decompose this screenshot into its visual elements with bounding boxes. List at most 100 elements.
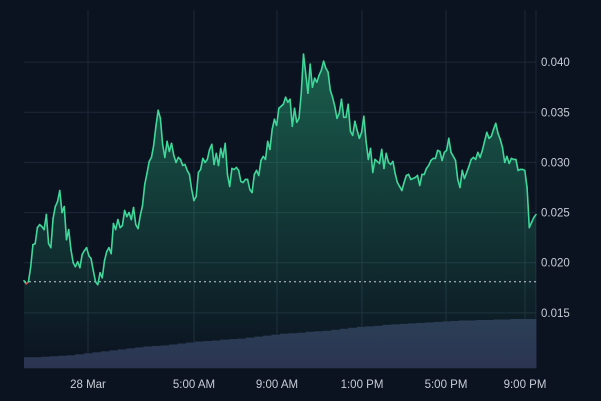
price-segment xyxy=(454,159,459,181)
price-segment xyxy=(481,140,486,152)
price-segment xyxy=(139,204,144,217)
price-segment xyxy=(474,151,479,161)
price-segment xyxy=(159,117,164,146)
price-segment xyxy=(206,148,211,161)
price-segment xyxy=(358,131,363,140)
x-tick-label: 5:00 PM xyxy=(425,379,468,391)
price-segment xyxy=(506,155,510,165)
price-segment xyxy=(79,253,83,269)
y-tick-label: 0.040 xyxy=(541,57,570,69)
y-tick-label: 0.025 xyxy=(541,208,570,220)
price-segment xyxy=(298,92,303,120)
x-tick-label: 9:00 PM xyxy=(504,379,547,391)
price-segment xyxy=(340,98,345,119)
price-segment xyxy=(423,167,428,176)
price-segment xyxy=(166,140,171,153)
price-segment xyxy=(461,169,466,180)
price-segment xyxy=(434,149,439,160)
price-segment xyxy=(441,151,446,162)
price-segment xyxy=(309,63,314,89)
price-segment xyxy=(336,112,341,120)
price-segment xyxy=(300,53,305,95)
price-segment xyxy=(497,132,502,141)
price-segment xyxy=(246,178,251,191)
price-segment xyxy=(121,209,126,227)
price-segment xyxy=(141,183,146,207)
price-segment xyxy=(114,218,119,231)
price-segment xyxy=(224,142,229,176)
price-segment xyxy=(363,115,367,143)
price-segment xyxy=(271,118,276,131)
price-segment xyxy=(403,174,408,184)
price-segment xyxy=(380,148,385,170)
price-segment xyxy=(333,105,338,120)
price-segment xyxy=(173,154,177,164)
price-segment xyxy=(155,109,159,128)
x-tick-label: 9:00 AM xyxy=(256,379,298,391)
y-tick-label: 0.015 xyxy=(541,308,570,320)
price-segment xyxy=(257,159,262,177)
price-segment xyxy=(354,120,358,132)
price-segment xyxy=(199,157,204,171)
price-segment xyxy=(251,173,256,194)
price-segment xyxy=(329,89,334,99)
x-tick-label: 5:00 AM xyxy=(173,379,215,391)
price-segment xyxy=(282,96,287,106)
price-segment xyxy=(318,69,323,76)
price-segment xyxy=(515,158,519,172)
price-segment xyxy=(311,77,316,89)
price-segment xyxy=(494,122,499,135)
price-segment xyxy=(27,265,32,283)
price-segment xyxy=(85,246,90,257)
price-segment xyxy=(289,98,294,128)
price-segment xyxy=(316,74,320,83)
price-segment xyxy=(394,172,399,184)
price-segment xyxy=(407,173,412,181)
price-segment xyxy=(96,271,101,286)
price-segment xyxy=(392,160,396,175)
price-segment xyxy=(418,173,423,187)
price-segment xyxy=(385,152,390,164)
price-segment xyxy=(524,169,528,189)
price-segment xyxy=(351,120,356,137)
price-segment xyxy=(307,63,311,95)
price-segment xyxy=(447,137,452,154)
price-segment xyxy=(490,128,495,138)
price-segment xyxy=(369,147,374,174)
price-segment xyxy=(501,146,506,164)
price-segment xyxy=(67,228,72,251)
price-segment xyxy=(356,129,361,140)
price-segment xyxy=(152,125,157,147)
price-segment xyxy=(146,160,151,175)
y-axis: 0.040 0.035 0.030 0.025 0.020 0.015 xyxy=(541,57,570,320)
price-segment xyxy=(110,222,115,255)
price-segment xyxy=(170,142,175,157)
price-segment xyxy=(137,214,142,230)
price-segment xyxy=(29,243,34,268)
price-segment xyxy=(383,152,388,170)
price-area xyxy=(24,54,536,369)
price-segment xyxy=(479,149,484,159)
price-segment xyxy=(123,209,128,218)
price-segment xyxy=(530,216,535,224)
price-segment xyxy=(211,143,215,166)
price-segment xyxy=(58,189,63,214)
price-segment xyxy=(175,156,180,164)
price-segment xyxy=(264,140,269,161)
price-segment xyxy=(70,248,74,264)
price-segment xyxy=(486,131,490,140)
price-segment xyxy=(528,221,533,229)
price-segment xyxy=(52,205,57,220)
price-segment xyxy=(164,140,168,159)
x-axis: 28 Mar 5:00 AM 9:00 AM 1:00 PM 5:00 PM 9:00 P… xyxy=(70,379,546,391)
price-segment xyxy=(465,165,470,174)
price-segment xyxy=(293,107,298,124)
price-segment xyxy=(103,250,108,262)
price-segment xyxy=(427,159,432,167)
price-segment xyxy=(532,213,537,219)
price-segment xyxy=(228,167,233,188)
price-segment xyxy=(188,173,193,191)
price-segment xyxy=(302,53,307,74)
price-segment xyxy=(195,171,200,198)
price-segment xyxy=(483,131,488,143)
